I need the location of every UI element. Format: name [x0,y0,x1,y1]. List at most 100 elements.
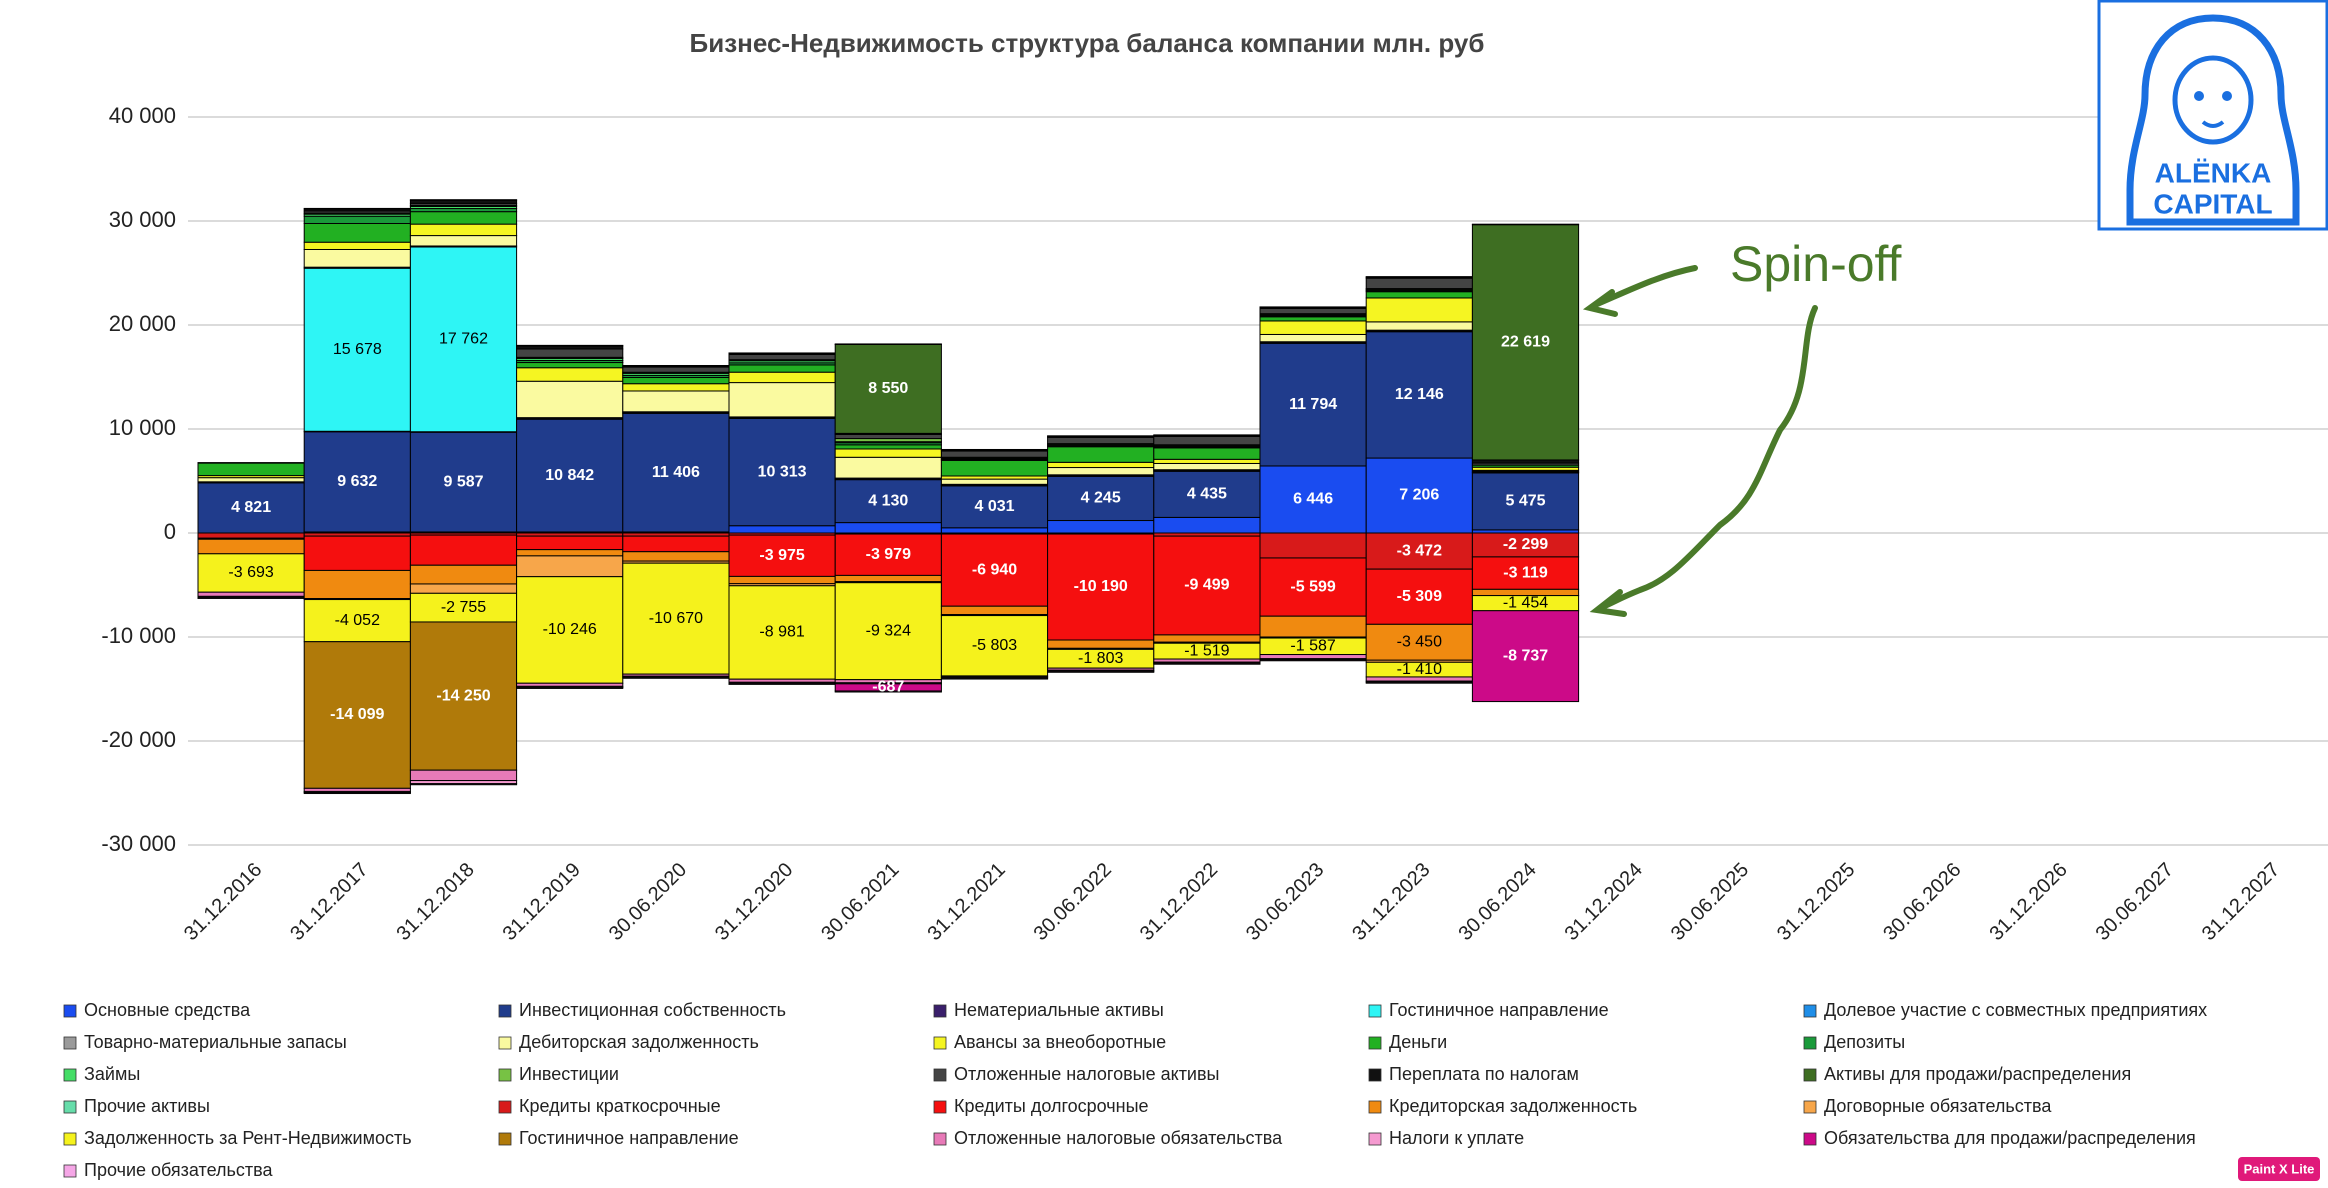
legend-swatch [1803,1100,1817,1114]
bar-segment [1471,472,1580,531]
value-label: -3 119 [1503,564,1548,581]
bar-segment [834,479,942,524]
legend-swatch [63,1164,77,1178]
value-label: 11 406 [652,464,700,481]
value-label: 17 762 [439,331,488,348]
bar-segment [1047,461,1155,469]
bar-segment [516,362,624,369]
legend-label: Товарно-материальные запасы [84,1032,347,1052]
legend-swatch [933,1132,947,1146]
value-label: -1 803 [1078,650,1123,667]
bar-segment [834,343,942,434]
bar-segment [728,352,836,354]
bar-segment [1259,316,1367,322]
value-label: -3 450 [1397,633,1442,650]
x-tick-label: 30.06.2027 [2092,859,2178,945]
value-label: -1 454 [1503,594,1548,611]
bar-segment [1365,297,1473,323]
bar-segment [409,769,518,782]
bar-segment [1259,615,1367,638]
bar-segment [197,462,305,477]
value-label: 9 587 [443,473,483,490]
value-label: -6 940 [972,561,1017,578]
y-tick-label: -30 000 [101,831,176,856]
legend-label: Договорные обязательства [1824,1096,2052,1116]
bar-segment [197,538,305,555]
bar-segment [622,535,730,553]
value-label: -2 755 [441,599,486,616]
legend-swatch [1368,1100,1382,1114]
value-label: 7 206 [1399,487,1439,504]
bar-segment [728,534,836,577]
bar-segment [516,535,624,551]
value-label: -687 [872,679,904,696]
bar-segment [1153,634,1261,643]
legend-swatch [63,1068,77,1082]
bar-segment [728,525,836,534]
bar-segment [622,383,730,392]
bar-segment [728,354,836,361]
bar-segment [940,527,1049,534]
value-label: -5 803 [972,637,1017,654]
value-label: 6 446 [1293,491,1333,508]
bar-segment [197,462,305,464]
bar-segment [1047,446,1155,463]
value-label: -5 309 [1397,588,1442,605]
bar-segment [516,348,624,358]
bar-segment [1047,520,1155,534]
x-tick-label: 31.12.2018 [392,859,478,945]
bar-segment [622,676,730,679]
bar-segment [516,555,624,578]
y-tick-label: 10 000 [109,415,176,440]
value-label: -9 324 [866,622,911,639]
legend-label: Основные средства [84,1000,251,1020]
bar-segment [834,456,942,479]
legend-label: Налоги к уплате [1389,1128,1524,1148]
bar-segment [622,562,730,675]
value-label: -4 052 [335,612,380,629]
value-label: -3 693 [228,564,273,581]
legend-label: Кредиторская задолженность [1389,1096,1637,1116]
bar-segment [834,448,942,458]
logo-face [2172,55,2254,145]
bar-segment [728,417,836,527]
x-tick-label: 31.12.2026 [1985,859,2071,945]
spinoff-arrows [1582,265,1818,617]
bar-segment [409,534,518,566]
value-label: 9 632 [337,473,377,490]
value-label: -3 979 [866,546,911,563]
bar-segment [303,207,411,210]
bar-segment [409,246,518,433]
bar-segment [1365,321,1473,331]
chart-title: Бизнес-Недвижимость структура баланса ко… [690,28,1485,58]
logo-frame [2097,0,2328,231]
bar-segment [940,450,1049,458]
legend-label: Инвестиции [519,1064,619,1084]
value-label: -10 670 [649,610,703,627]
bar-segment [1047,436,1155,445]
bar-segment [1259,659,1367,662]
value-label: 5 475 [1505,493,1545,510]
bar-segment [1259,307,1367,315]
legend-label: Активы для продажи/распределения [1824,1064,2131,1084]
bar-segment [409,431,518,533]
y-tick-label: 20 000 [109,311,176,336]
logo: ALËNKA CAPITAL [2097,0,2328,231]
bar-segment [1259,654,1367,660]
bar-segment [197,477,305,483]
annotation: Spin-off [1730,236,1902,292]
arrow-head [1589,589,1627,617]
bar-segment [303,241,411,250]
bar-segment [940,459,1049,477]
legend-label: Долевое участие с совместных предприятия… [1824,1000,2207,1020]
x-tick-label: 31.12.2027 [2198,859,2284,945]
bar-segment [728,371,836,384]
bar-segment [1471,610,1580,703]
logo-eye [2194,91,2204,101]
legend-swatch [63,1036,77,1050]
bar-segment [516,367,624,382]
bar-segment [622,366,730,373]
legend-swatch [63,1004,77,1018]
value-label: -14 099 [330,706,384,723]
bar-segment [1365,457,1473,534]
